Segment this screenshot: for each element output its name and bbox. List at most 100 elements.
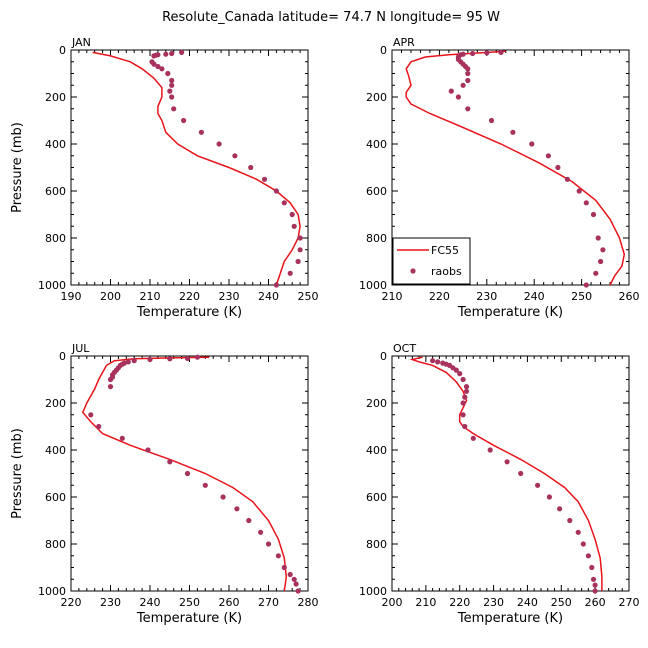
x-tick-label: 220 [449, 596, 470, 609]
raob-point [462, 423, 468, 430]
raob-point [567, 517, 573, 524]
raob-point [169, 94, 175, 100]
y-tick-label: 400 [45, 138, 66, 151]
x-tick-label: 210 [140, 290, 161, 303]
raob-point [590, 576, 597, 582]
raob-point [281, 200, 287, 206]
raob-point [169, 77, 175, 84]
raob-point [167, 356, 173, 362]
x-tick-label: 200 [382, 596, 403, 609]
raob-point [151, 53, 157, 59]
raob-point [88, 412, 94, 418]
x-tick-label: 250 [179, 596, 200, 609]
raob-point [435, 359, 441, 365]
raob-point [220, 494, 226, 500]
raob-point [167, 459, 173, 465]
raob-point [147, 356, 153, 363]
raob-point [181, 117, 187, 124]
raob-point [293, 581, 299, 587]
raob-point [234, 506, 240, 512]
raob-point [470, 435, 476, 441]
raob-point [465, 77, 471, 84]
raob-point [171, 106, 177, 112]
panel-label: JAN [71, 36, 91, 49]
x-tick-label: 220 [61, 596, 82, 609]
raob-point [448, 88, 454, 94]
raob-point [504, 459, 510, 465]
raob-point [488, 117, 495, 124]
x-tick-label: 240 [140, 596, 161, 609]
raob-point [145, 447, 151, 453]
raob-point [465, 66, 471, 72]
raob-point [273, 188, 279, 194]
raob-point [232, 153, 238, 159]
raob-point [457, 371, 463, 377]
x-axis-label: Temperature (K) [457, 611, 563, 626]
y-tick-label: 0 [380, 350, 387, 363]
raob-point [583, 200, 589, 206]
legend-box [392, 237, 471, 285]
x-tick-label: 230 [100, 596, 121, 609]
raob-point [576, 188, 582, 194]
x-tick-label: 280 [298, 596, 319, 609]
y-tick-label: 1000 [359, 585, 387, 598]
x-tick-label: 240 [517, 596, 538, 609]
raob-point [593, 270, 599, 276]
x-axis-label: Temperature (K) [457, 305, 563, 320]
raob-point [598, 258, 604, 265]
y-axis-label: Pressure (mb) [10, 428, 25, 519]
y-tick-label: 200 [45, 91, 66, 104]
raob-point [289, 211, 295, 218]
x-tick-label: 270 [619, 596, 640, 609]
raob-point [246, 517, 252, 524]
x-tick-label: 210 [415, 596, 436, 609]
panel-label: OCT [393, 342, 416, 355]
y-tick-label: 1000 [359, 279, 387, 292]
raob-point [575, 529, 581, 535]
panel-jul: 220 230 240 250 260 270 280 0 200 400 600 800 1000 JU… [10, 342, 319, 626]
x-tick-label: 260 [619, 290, 640, 303]
x-tick-label: 240 [524, 290, 545, 303]
raob-point [545, 153, 552, 159]
raob-point [595, 235, 601, 241]
raob-point [430, 358, 436, 364]
raob-point [592, 582, 598, 588]
raob-point [194, 354, 200, 360]
x-tick-label: 260 [219, 596, 240, 609]
raob-point [96, 423, 102, 430]
x-tick-label: 230 [483, 596, 504, 609]
y-tick-label: 400 [45, 444, 66, 457]
raob-point [589, 564, 595, 571]
raob-point [498, 49, 504, 56]
legend: FC55 raobs [392, 237, 471, 285]
raob-point [291, 223, 297, 229]
y-tick-label: 0 [380, 44, 387, 57]
y-tick-label: 0 [59, 350, 66, 363]
raob-point [107, 376, 114, 383]
raob-point [169, 82, 175, 88]
panel-label: APR [393, 36, 415, 49]
y-tick-label: 1000 [38, 279, 66, 292]
x-tick-label: 230 [219, 290, 240, 303]
raob-point [557, 506, 563, 512]
raob-point [529, 141, 535, 147]
raob-point [179, 49, 185, 56]
y-tick-label: 400 [366, 444, 387, 457]
raob-point [463, 388, 470, 394]
raob-point [580, 541, 586, 547]
x-tick-label: 270 [258, 596, 279, 609]
raob-point [487, 447, 493, 453]
raob-point [165, 70, 171, 77]
raob-point [462, 394, 468, 400]
panel-oct: 200 210 220 230 240 250 260 270 0 200 400 600 800 100… [359, 342, 640, 626]
raob-point [297, 247, 303, 253]
panel-label: JUL [71, 342, 90, 355]
y-tick-label: 600 [366, 491, 387, 504]
x-tick-label: 220 [179, 290, 200, 303]
raob-point [248, 164, 254, 171]
x-tick-label: 190 [61, 290, 82, 303]
raob-point [281, 564, 287, 571]
y-tick-label: 1000 [38, 585, 66, 598]
raob-point [163, 51, 169, 57]
x-axis-label: Temperature (K) [136, 611, 242, 626]
